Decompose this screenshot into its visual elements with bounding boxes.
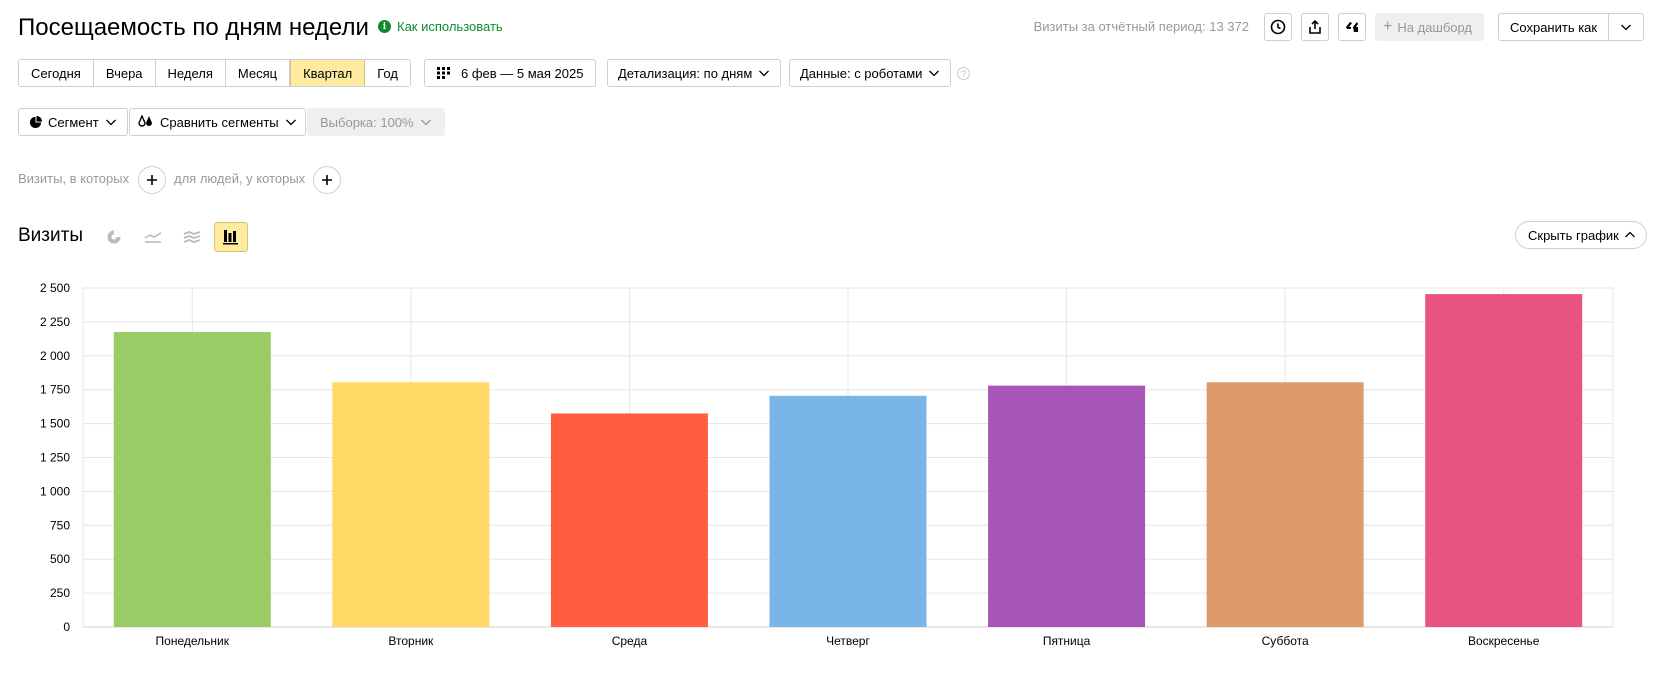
plus-icon [147,175,157,185]
x-tick-label: Понедельник [156,634,230,648]
pie-chart-view-button[interactable] [97,222,131,252]
bar-chart: 0 250 500 750 1 000 1 250 1 500 1 750 2 000 2 250… [40,281,1614,648]
y-tick-label: 1 500 [40,417,70,431]
compare-label: Сравнить сегменты [160,114,279,130]
page-title: Посещаемость по дням недели [18,14,369,41]
how-to-label: Как использовать [397,19,503,34]
compare-icon [138,115,152,127]
dashboard-label: На дашборд [1397,19,1473,35]
bar[interactable] [988,385,1146,627]
x-tick-label: Пятница [1043,634,1091,648]
x-tick-label: Среда [612,634,648,648]
export-button[interactable] [1301,13,1329,41]
info-icon: i [378,20,391,33]
period-selector: Сегодня Вчера Неделя Месяц Квартал Год [18,59,411,87]
how-to-link[interactable]: i Как использовать [378,19,503,34]
bar-chart-icon [223,230,238,245]
data-label: Данные: с роботами [800,65,923,81]
hide-chart-button[interactable]: Скрыть график [1515,221,1647,249]
history-button[interactable] [1264,13,1292,41]
plus-icon [322,175,332,185]
area-chart-view-button[interactable] [175,222,209,252]
x-tick-label: Воскресенье [1468,634,1540,648]
bar[interactable] [769,395,927,627]
chevron-down-icon [105,119,116,126]
y-tick-label: 0 [63,620,70,634]
area-chart-icon [183,231,201,243]
segment-dropdown[interactable]: Сегмент [18,108,128,136]
period-year[interactable]: Год [365,60,410,86]
y-tick-label: 1 000 [40,484,70,498]
detail-label: Детализация: по дням [618,65,753,81]
add-visit-filter-button[interactable] [138,166,166,194]
detail-dropdown[interactable]: Детализация: по дням [607,59,782,87]
hide-chart-label: Скрыть график [1528,227,1619,243]
period-today[interactable]: Сегодня [19,60,94,86]
y-tick-label: 2 250 [40,315,70,329]
calendar-icon [437,67,450,79]
bar-chart-view-button[interactable] [214,222,248,252]
line-chart-view-button[interactable] [136,222,170,252]
period-yesterday[interactable]: Вчера [93,60,156,86]
y-tick-label: 1 250 [40,451,70,465]
data-dropdown[interactable]: Данные: с роботами [789,59,952,87]
y-tick-label: 750 [50,518,70,532]
chart-bars [113,294,1583,627]
pie-icon [29,115,42,128]
api-button[interactable] [1338,13,1366,41]
quote-icon [1346,22,1358,32]
x-axis-ticks: Понедельник Вторник Среда Четверг Пятница Суб… [156,634,1540,648]
x-tick-label: Четверг [826,634,870,648]
chevron-down-icon [759,70,770,77]
share-icon [1309,19,1321,34]
bar[interactable] [332,382,490,627]
help-icon[interactable]: ? [957,67,970,80]
compare-segments-dropdown[interactable]: Сравнить сегменты [129,108,306,136]
sample-label: Выборка: 100% [320,114,414,130]
clock-icon [1270,19,1286,35]
x-tick-label: Суббота [1262,634,1309,648]
y-tick-label: 1 750 [40,383,70,397]
bar[interactable] [1425,294,1583,627]
save-as-group: Сохранить как [1498,13,1645,41]
y-tick-label: 2 000 [40,349,70,363]
y-tick-label: 500 [50,552,70,566]
pie-chart-icon [107,230,121,244]
date-range-label: 6 фев — 5 мая 2025 [461,65,584,81]
chevron-down-icon [285,119,296,126]
period-week[interactable]: Неделя [155,60,226,86]
plus-icon: + [1383,18,1393,35]
add-people-filter-button[interactable] [313,166,341,194]
x-tick-label: Вторник [388,634,434,648]
visits-total: Визиты за отчётный период: 13 372 [1033,19,1249,34]
chevron-up-icon [1624,231,1635,238]
bar[interactable] [550,413,708,627]
save-as-button[interactable]: Сохранить как [1499,14,1610,40]
bar[interactable] [1206,382,1364,627]
chart-title: Визиты [18,225,83,246]
segment-label: Сегмент [48,114,99,130]
sample-dropdown[interactable]: Выборка: 100% [307,108,445,136]
bar[interactable] [113,332,271,627]
line-chart-icon [144,232,162,243]
chevron-down-icon [1621,24,1632,31]
save-as-dropdown[interactable] [1609,14,1643,40]
chevron-down-icon [420,119,431,126]
chevron-down-icon [929,70,940,77]
y-axis-ticks: 0 250 500 750 1 000 1 250 1 500 1 750 2 000 2 250… [40,281,70,634]
add-to-dashboard-button[interactable]: + На дашборд [1375,13,1485,41]
period-quarter[interactable]: Квартал [290,60,366,86]
visits-filter-label: Визиты, в которых [18,171,130,186]
y-tick-label: 2 500 [40,281,70,295]
people-filter-label: для людей, у которых [174,171,306,186]
y-tick-label: 250 [50,586,70,600]
date-range-button[interactable]: 6 фев — 5 мая 2025 [424,59,597,87]
period-month[interactable]: Месяц [225,60,291,86]
